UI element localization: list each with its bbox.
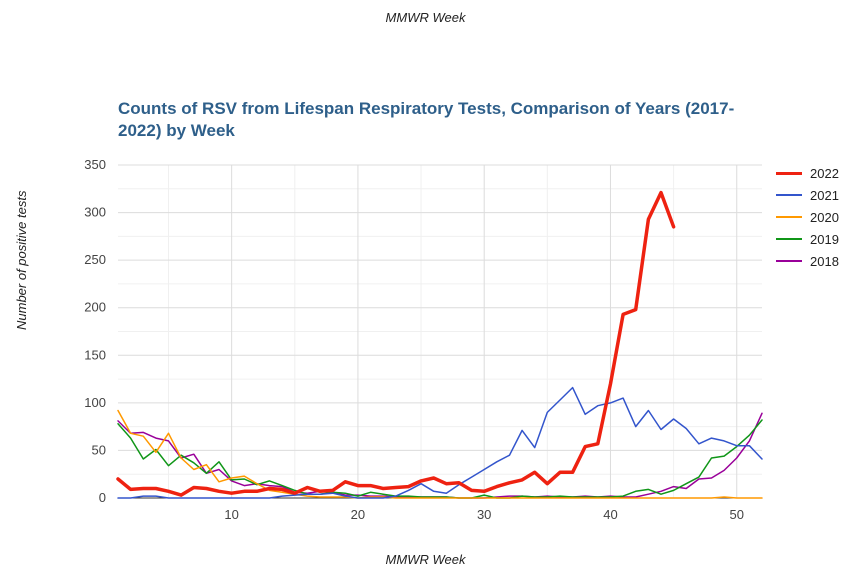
x-tick-label: 30	[477, 507, 491, 522]
legend-swatch	[776, 238, 802, 240]
top-axis-label: MMWR Week	[385, 10, 466, 25]
legend-item-2020: 2020	[776, 206, 839, 228]
legend-swatch	[776, 260, 802, 262]
series-line-2020	[117, 409, 763, 499]
y-tick-label: 300	[84, 205, 106, 220]
series-line-2019	[117, 419, 763, 499]
x-tick-label: 50	[730, 507, 744, 522]
series-line-2021	[117, 386, 763, 499]
legend-item-2019: 2019	[776, 228, 839, 250]
y-tick-label: 100	[84, 395, 106, 410]
legend-item-2022: 2022	[776, 162, 839, 184]
y-tick-label: 200	[84, 300, 106, 315]
legend-swatch	[776, 216, 802, 218]
legend-label: 2022	[810, 165, 839, 181]
legend-label: 2019	[810, 231, 839, 247]
x-tick-label: 40	[603, 507, 617, 522]
legend-label: 2020	[810, 209, 839, 225]
x-axis-label: MMWR Week	[385, 552, 466, 567]
chart-title: Counts of RSV from Lifespan Respiratory …	[118, 99, 735, 140]
y-tick-label: 150	[84, 347, 106, 362]
x-tick-label: 20	[351, 507, 365, 522]
series-line-2022	[116, 190, 676, 497]
legend-item-2018: 2018	[776, 250, 839, 272]
legend-label: 2018	[810, 253, 839, 269]
legend-swatch	[776, 194, 802, 196]
x-tick-label: 10	[224, 507, 238, 522]
legend-swatch	[776, 171, 802, 175]
y-tick-label: 50	[92, 442, 106, 457]
y-tick-label: 350	[84, 157, 106, 172]
legend-label: 2021	[810, 187, 839, 203]
y-tick-label: 250	[84, 252, 106, 267]
chart-legend: 2022 2021 2020 2019 2018	[776, 162, 839, 272]
legend-item-2021: 2021	[776, 184, 839, 206]
y-tick-label: 0	[99, 490, 106, 505]
y-axis-label: Number of positive tests	[14, 190, 29, 330]
